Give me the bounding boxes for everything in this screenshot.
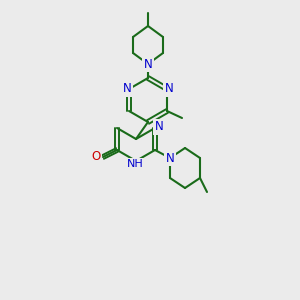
Text: NH: NH <box>127 159 143 169</box>
Text: N: N <box>154 121 164 134</box>
Text: O: O <box>92 151 100 164</box>
Text: N: N <box>166 152 174 164</box>
Text: N: N <box>123 82 131 95</box>
Text: N: N <box>165 82 173 95</box>
Text: N: N <box>144 58 152 70</box>
